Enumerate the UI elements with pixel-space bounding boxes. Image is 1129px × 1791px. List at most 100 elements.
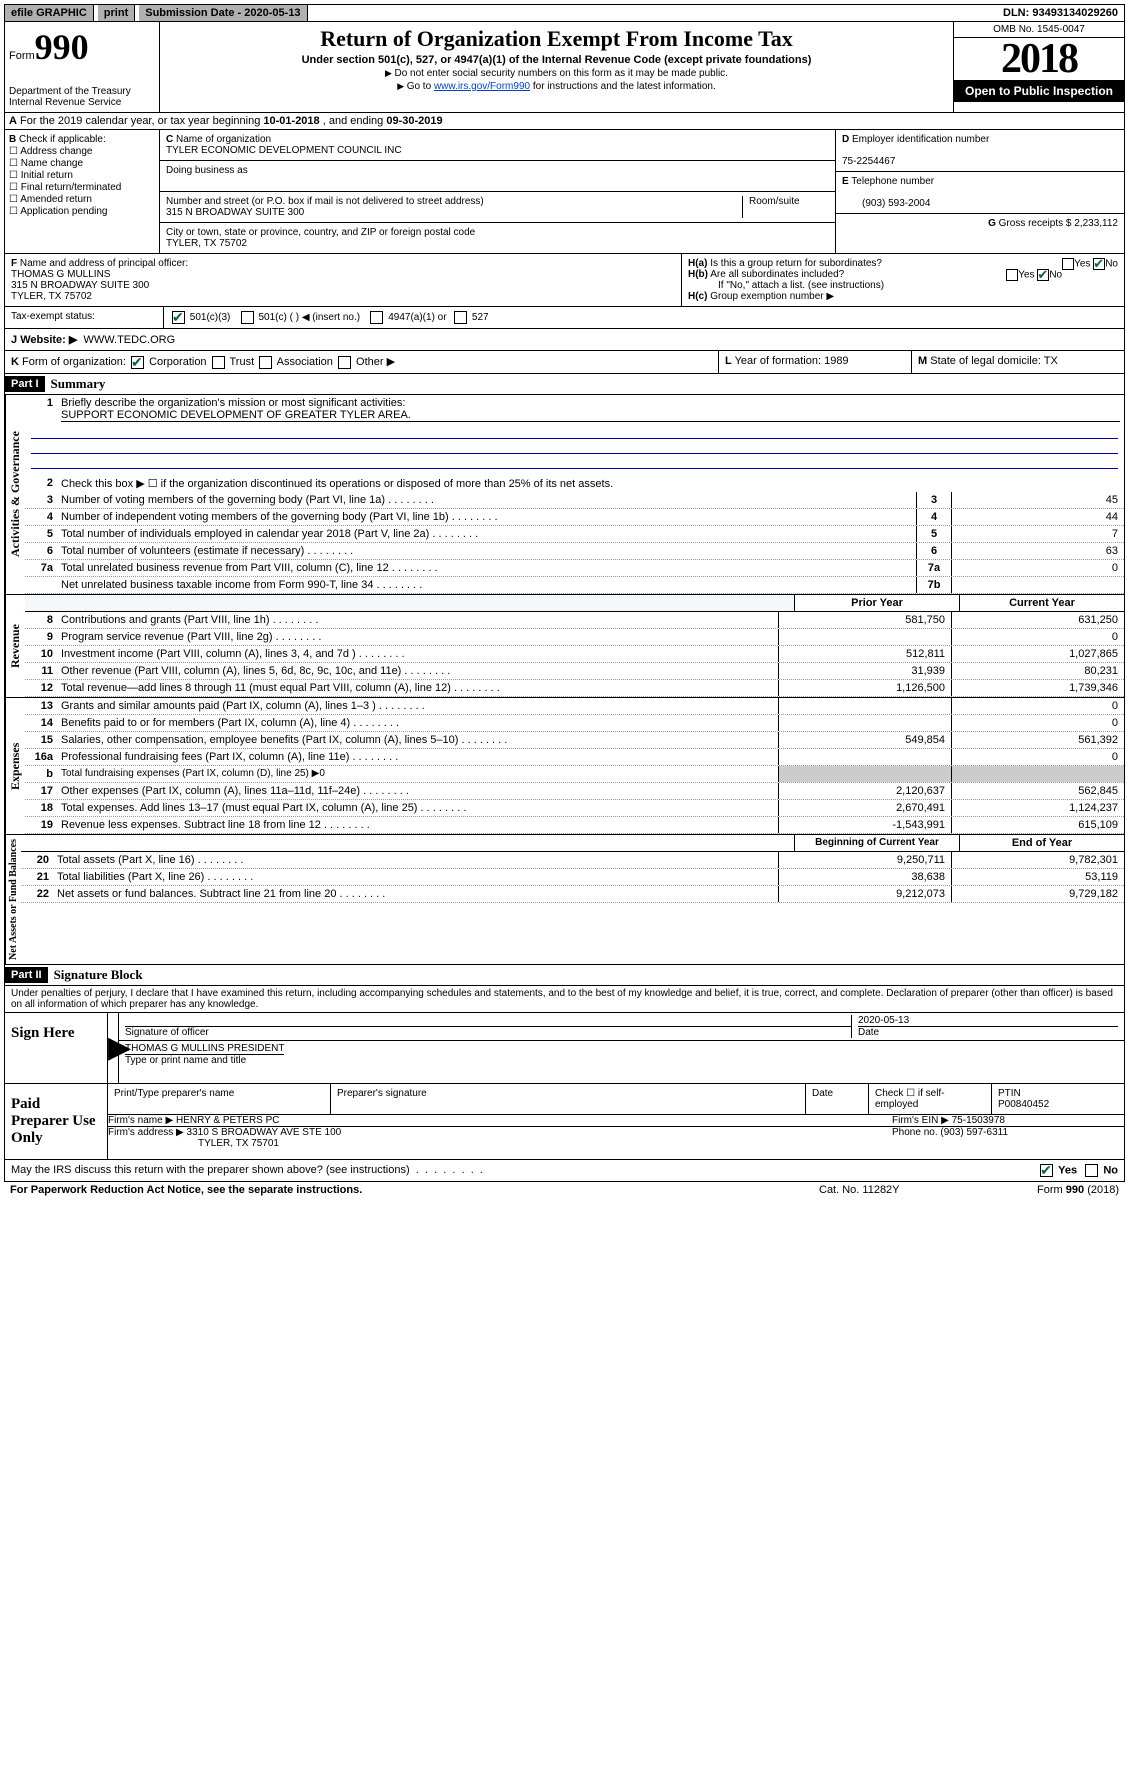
col-c-org: C Name of organization TYLER ECONOMIC DE…	[160, 130, 836, 253]
line-17: 17 Other expenses (Part IX, column (A), …	[25, 783, 1124, 800]
principal-officer: F Name and address of principal officer:…	[5, 254, 682, 306]
gross-receipts: 2,233,112	[1074, 218, 1118, 229]
signature-date: 2020-05-13	[858, 1015, 909, 1026]
form-number-block: Form990 Department of the Treasury Inter…	[5, 22, 160, 112]
line-14: 14 Benefits paid to or for members (Part…	[25, 715, 1124, 732]
line-8: 8 Contributions and grants (Part VIII, l…	[25, 612, 1124, 629]
form-subtitle: Under section 501(c), 527, or 4947(a)(1)…	[168, 54, 945, 66]
line-18: 18 Total expenses. Add lines 13–17 (must…	[25, 800, 1124, 817]
part-2: Part II Signature Block Under penalties …	[4, 965, 1125, 1013]
telephone: (903) 593-2004	[842, 198, 930, 209]
form-number: 990	[35, 27, 89, 67]
footer: For Paperwork Reduction Act Notice, see …	[4, 1182, 1125, 1198]
signature-block: Sign Here ▶ Signature of officer 2020-05…	[4, 1013, 1125, 1160]
cb-final-return[interactable]: ☐ Final return/terminated	[9, 182, 155, 193]
row-form-org: K Form of organization: Corporation Trus…	[4, 351, 1125, 374]
cb-name-change[interactable]: ☐ Name change	[9, 158, 155, 169]
line-7a: 7a Total unrelated business revenue from…	[25, 560, 1124, 577]
line-11: 11 Other revenue (Part VIII, column (A),…	[25, 663, 1124, 680]
row-website: J Website: ▶ WWW.TEDC.ORG	[4, 329, 1125, 351]
line-7b: Net unrelated business taxable income fr…	[25, 577, 1124, 594]
line-6: 6 Total number of volunteers (estimate i…	[25, 543, 1124, 560]
officer-printed-name: THOMAS G MULLINS PRESIDENT	[125, 1043, 284, 1055]
firm-ein: 75-1503978	[952, 1115, 1005, 1126]
part-1: Part I Summary Activities & Governance 1…	[4, 374, 1125, 965]
note-ssn: Do not enter social security numbers on …	[168, 68, 945, 79]
mission-text: SUPPORT ECONOMIC DEVELOPMENT OF GREATER …	[61, 409, 1120, 422]
department-label: Department of the Treasury Internal Reve…	[9, 86, 155, 108]
line-3: 3 Number of voting members of the govern…	[25, 492, 1124, 509]
cb-amended[interactable]: ☐ Amended return	[9, 194, 155, 205]
side-governance: Activities & Governance	[5, 395, 25, 594]
row-tax-year: A For the 2019 calendar year, or tax yea…	[4, 113, 1125, 130]
row-officer-group: F Name and address of principal officer:…	[4, 254, 1125, 307]
cb-trust[interactable]	[212, 356, 225, 369]
open-inspection: Open to Public Inspection	[954, 80, 1124, 102]
paid-preparer-label: Paid Preparer Use Only	[5, 1084, 108, 1159]
sign-here-label: Sign Here	[5, 1013, 108, 1083]
sign-arrow-icon: ▶	[108, 1013, 119, 1083]
col-d-ein: D Employer identification number75-22544…	[836, 130, 1124, 253]
dln: DLN: 93493134029260	[997, 5, 1124, 21]
cb-527[interactable]	[454, 311, 467, 324]
col-b-checkboxes: B Check if applicable: ☐ Address change …	[5, 130, 160, 253]
cb-other[interactable]	[338, 356, 351, 369]
group-return: H(a) Is this a group return for subordin…	[682, 254, 1124, 306]
firm-name: HENRY & PETERS PC	[176, 1115, 280, 1126]
line-4: 4 Number of independent voting members o…	[25, 509, 1124, 526]
firm-address: 3310 S BROADWAY AVE STE 100	[187, 1127, 342, 1138]
org-name: TYLER ECONOMIC DEVELOPMENT COUNCIL INC	[166, 145, 402, 156]
efile-label: efile GRAPHIC	[5, 5, 94, 21]
line-20: 20 Total assets (Part X, line 16) 9,250,…	[21, 852, 1124, 869]
cb-discuss-yes[interactable]	[1040, 1164, 1053, 1177]
line-b: b Total fundraising expenses (Part IX, c…	[25, 766, 1124, 783]
title-column: Return of Organization Exempt From Incom…	[160, 22, 953, 112]
line-21: 21 Total liabilities (Part X, line 26) 3…	[21, 869, 1124, 886]
line-5: 5 Total number of individuals employed i…	[25, 526, 1124, 543]
cb-association[interactable]	[259, 356, 272, 369]
perjury-statement: Under penalties of perjury, I declare th…	[5, 986, 1124, 1012]
org-address: 315 N BROADWAY SUITE 300	[166, 207, 304, 218]
cb-app-pending[interactable]: ☐ Application pending	[9, 206, 155, 217]
cb-corporation[interactable]	[131, 356, 144, 369]
cb-501c3[interactable]	[172, 311, 185, 324]
entity-grid: B Check if applicable: ☐ Address change …	[4, 130, 1125, 254]
cb-initial-return[interactable]: ☐ Initial return	[9, 170, 155, 181]
website: WWW.TEDC.ORG	[83, 334, 175, 346]
line-15: 15 Salaries, other compensation, employe…	[25, 732, 1124, 749]
cb-4947[interactable]	[370, 311, 383, 324]
line-12: 12 Total revenue—add lines 8 through 11 …	[25, 680, 1124, 697]
firm-phone: (903) 597-6311	[940, 1127, 1008, 1138]
tax-year: 2018	[954, 38, 1124, 80]
ptin: P00840452	[998, 1099, 1049, 1110]
org-city: TYLER, TX 75702	[166, 238, 247, 249]
line-19: 19 Revenue less expenses. Subtract line …	[25, 817, 1124, 834]
note-goto: Go to www.irs.gov/Form990 for instructio…	[168, 81, 945, 92]
form-label: Form	[9, 50, 35, 62]
line-22: 22 Net assets or fund balances. Subtract…	[21, 886, 1124, 903]
form-title: Return of Organization Exempt From Incom…	[168, 26, 945, 52]
top-bar: efile GRAPHIC print Submission Date - 20…	[4, 4, 1125, 22]
cb-501c[interactable]	[241, 311, 254, 324]
cb-discuss-no[interactable]	[1085, 1164, 1098, 1177]
row-tax-status: Tax-exempt status: 501(c)(3) 501(c) ( ) …	[4, 307, 1125, 329]
submission-date: Submission Date - 2020-05-13	[139, 5, 307, 21]
side-netassets: Net Assets or Fund Balances	[5, 835, 21, 964]
discuss-row: May the IRS discuss this return with the…	[4, 1160, 1125, 1182]
ein: 75-2254467	[842, 156, 895, 167]
line-10: 10 Investment income (Part VIII, column …	[25, 646, 1124, 663]
side-revenue: Revenue	[5, 595, 25, 697]
side-expenses: Expenses	[5, 698, 25, 834]
part1-header: Part I	[5, 376, 45, 392]
form990-link[interactable]: www.irs.gov/Form990	[434, 81, 530, 92]
state-domicile: TX	[1044, 355, 1058, 367]
print-button[interactable]: print	[98, 5, 135, 21]
form-header: Form990 Department of the Treasury Inter…	[4, 22, 1125, 113]
cb-address-change[interactable]: ☐ Address change	[9, 146, 155, 157]
line-13: 13 Grants and similar amounts paid (Part…	[25, 698, 1124, 715]
part2-header: Part II	[5, 967, 48, 983]
line-9: 9 Program service revenue (Part VIII, li…	[25, 629, 1124, 646]
line-16a: 16a Professional fundraising fees (Part …	[25, 749, 1124, 766]
year-formation: 1989	[824, 355, 848, 367]
year-column: OMB No. 1545-0047 2018 Open to Public In…	[953, 22, 1124, 112]
